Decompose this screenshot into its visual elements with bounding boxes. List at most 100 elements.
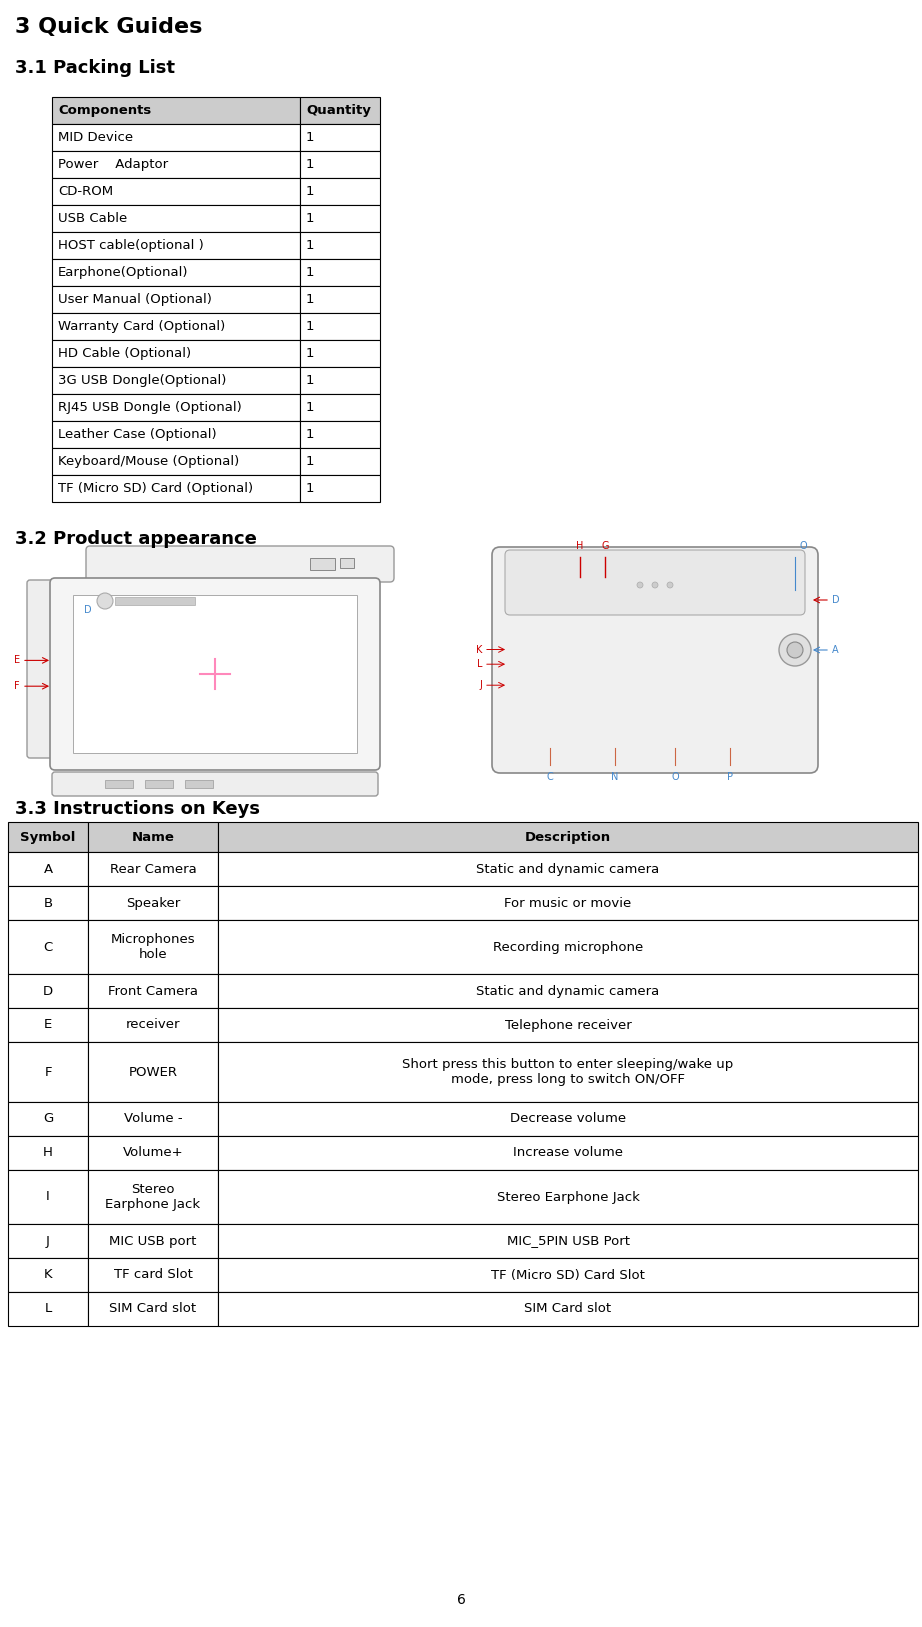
- Text: Rear Camera: Rear Camera: [110, 862, 196, 875]
- FancyBboxPatch shape: [300, 177, 380, 205]
- Text: CD-ROM: CD-ROM: [58, 185, 113, 198]
- Text: Stereo Earphone Jack: Stereo Earphone Jack: [497, 1191, 640, 1204]
- Text: 1: 1: [306, 428, 314, 441]
- Text: MIC USB port: MIC USB port: [110, 1235, 196, 1248]
- Text: L: L: [477, 659, 482, 669]
- FancyBboxPatch shape: [300, 205, 380, 233]
- Text: TF (Micro SD) Card (Optional): TF (Micro SD) Card (Optional): [58, 482, 254, 495]
- Text: 3G USB Dongle(Optional): 3G USB Dongle(Optional): [58, 374, 227, 387]
- FancyBboxPatch shape: [52, 124, 300, 151]
- Text: Recording microphone: Recording microphone: [493, 940, 644, 953]
- FancyBboxPatch shape: [218, 1292, 918, 1326]
- FancyBboxPatch shape: [8, 853, 88, 887]
- FancyBboxPatch shape: [8, 1224, 88, 1258]
- FancyBboxPatch shape: [145, 779, 173, 787]
- Text: Microphones
hole: Microphones hole: [111, 932, 195, 962]
- Text: 6: 6: [456, 1593, 466, 1607]
- Text: HD Cable (Optional): HD Cable (Optional): [58, 347, 191, 360]
- FancyBboxPatch shape: [73, 595, 357, 753]
- FancyBboxPatch shape: [300, 98, 380, 124]
- Text: RJ45 USB Dongle (Optional): RJ45 USB Dongle (Optional): [58, 400, 242, 413]
- FancyBboxPatch shape: [8, 975, 88, 1009]
- Text: A: A: [832, 644, 839, 656]
- Text: 3 Quick Guides: 3 Quick Guides: [15, 16, 202, 37]
- Text: F: F: [44, 1066, 52, 1079]
- Text: receiver: receiver: [125, 1019, 180, 1032]
- Text: Front Camera: Front Camera: [108, 984, 198, 997]
- FancyBboxPatch shape: [310, 558, 335, 569]
- FancyBboxPatch shape: [8, 1041, 88, 1101]
- Text: K: K: [43, 1269, 53, 1282]
- Circle shape: [97, 592, 113, 608]
- FancyBboxPatch shape: [8, 1292, 88, 1326]
- FancyBboxPatch shape: [218, 853, 918, 887]
- FancyBboxPatch shape: [52, 312, 300, 340]
- FancyBboxPatch shape: [300, 447, 380, 475]
- Circle shape: [667, 582, 673, 587]
- FancyBboxPatch shape: [88, 1170, 218, 1224]
- FancyBboxPatch shape: [88, 1101, 218, 1136]
- FancyBboxPatch shape: [8, 1101, 88, 1136]
- Text: D: D: [43, 984, 53, 997]
- Circle shape: [787, 643, 803, 657]
- Text: N: N: [611, 771, 619, 783]
- Text: TF card Slot: TF card Slot: [113, 1269, 193, 1282]
- Text: Earphone(Optional): Earphone(Optional): [58, 265, 188, 278]
- Text: 1: 1: [306, 482, 314, 495]
- Text: 1: 1: [306, 185, 314, 198]
- Text: C: C: [43, 940, 53, 953]
- Text: HOST cable(optional ): HOST cable(optional ): [58, 239, 204, 252]
- Text: J: J: [479, 680, 482, 690]
- FancyBboxPatch shape: [8, 1170, 88, 1224]
- Text: 1: 1: [306, 374, 314, 387]
- Text: P: P: [727, 771, 733, 783]
- FancyBboxPatch shape: [300, 394, 380, 421]
- Text: Warranty Card (Optional): Warranty Card (Optional): [58, 321, 225, 334]
- FancyBboxPatch shape: [52, 394, 300, 421]
- FancyBboxPatch shape: [52, 233, 300, 259]
- Text: User Manual (Optional): User Manual (Optional): [58, 293, 212, 306]
- FancyBboxPatch shape: [300, 259, 380, 286]
- Text: 1: 1: [306, 347, 314, 360]
- Text: MIC_5PIN USB Port: MIC_5PIN USB Port: [506, 1235, 630, 1248]
- Text: SIM Card slot: SIM Card slot: [525, 1303, 611, 1316]
- Text: 3.3 Instructions on Keys: 3.3 Instructions on Keys: [15, 800, 260, 818]
- FancyBboxPatch shape: [300, 151, 380, 177]
- Text: E: E: [44, 1019, 53, 1032]
- Text: 1: 1: [306, 293, 314, 306]
- FancyBboxPatch shape: [300, 421, 380, 447]
- FancyBboxPatch shape: [52, 447, 300, 475]
- Text: L: L: [44, 1303, 52, 1316]
- Text: Increase volume: Increase volume: [513, 1147, 623, 1160]
- Text: O: O: [799, 542, 807, 552]
- FancyBboxPatch shape: [88, 1224, 218, 1258]
- FancyBboxPatch shape: [218, 1170, 918, 1224]
- FancyBboxPatch shape: [52, 340, 300, 368]
- FancyBboxPatch shape: [218, 975, 918, 1009]
- Text: 1: 1: [306, 400, 314, 413]
- FancyBboxPatch shape: [86, 547, 394, 582]
- Text: Static and dynamic camera: Static and dynamic camera: [477, 862, 659, 875]
- Text: Volume+: Volume+: [123, 1147, 183, 1160]
- Text: J: J: [46, 1235, 50, 1248]
- FancyBboxPatch shape: [8, 1136, 88, 1170]
- FancyBboxPatch shape: [218, 1224, 918, 1258]
- Text: Quantity: Quantity: [306, 104, 371, 117]
- Text: SIM Card slot: SIM Card slot: [110, 1303, 196, 1316]
- Text: F: F: [15, 682, 20, 691]
- FancyBboxPatch shape: [300, 312, 380, 340]
- FancyBboxPatch shape: [115, 597, 195, 605]
- FancyBboxPatch shape: [300, 286, 380, 312]
- FancyBboxPatch shape: [52, 286, 300, 312]
- FancyBboxPatch shape: [8, 919, 88, 975]
- FancyBboxPatch shape: [300, 475, 380, 503]
- FancyBboxPatch shape: [52, 98, 300, 124]
- FancyBboxPatch shape: [52, 771, 378, 796]
- Text: D: D: [84, 605, 92, 615]
- Text: For music or movie: For music or movie: [504, 896, 632, 909]
- Text: Decrease volume: Decrease volume: [510, 1113, 626, 1126]
- FancyBboxPatch shape: [88, 919, 218, 975]
- FancyBboxPatch shape: [105, 779, 133, 787]
- Text: 1: 1: [306, 456, 314, 469]
- Text: C: C: [547, 771, 553, 783]
